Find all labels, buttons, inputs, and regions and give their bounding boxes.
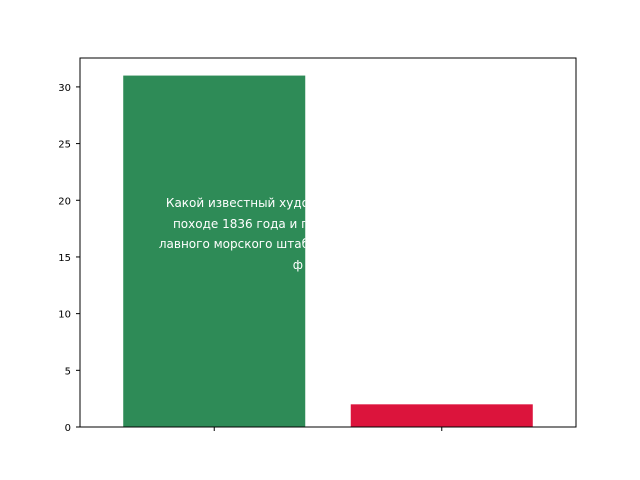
bar-annotation-line: лавного морского штаб bbox=[159, 237, 309, 251]
y-tick-label: 20 bbox=[58, 196, 71, 207]
plot-frame bbox=[79, 57, 577, 428]
y-tick-label: 5 bbox=[65, 366, 71, 377]
bar-text-layer: Какой известный худо походе 1836 года и п… bbox=[159, 196, 309, 272]
bar-annotation-line: Какой известный худо bbox=[166, 196, 309, 210]
bar-0 bbox=[123, 75, 306, 428]
y-tick-label: 15 bbox=[58, 253, 71, 264]
bar-1 bbox=[350, 404, 533, 427]
y-tick-label: 10 bbox=[58, 310, 71, 321]
bar-annotation-line: ф bbox=[293, 258, 303, 272]
bar-annotation-line: походе 1836 года и п bbox=[173, 217, 309, 231]
x-axis bbox=[213, 427, 443, 431]
y-tick-label: 0 bbox=[65, 423, 71, 434]
y-tick-label: 30 bbox=[58, 83, 71, 94]
y-axis: 0 5 10 15 20 25 30 bbox=[58, 83, 80, 434]
bars-layer bbox=[123, 75, 533, 428]
y-tick-label: 25 bbox=[58, 140, 71, 151]
